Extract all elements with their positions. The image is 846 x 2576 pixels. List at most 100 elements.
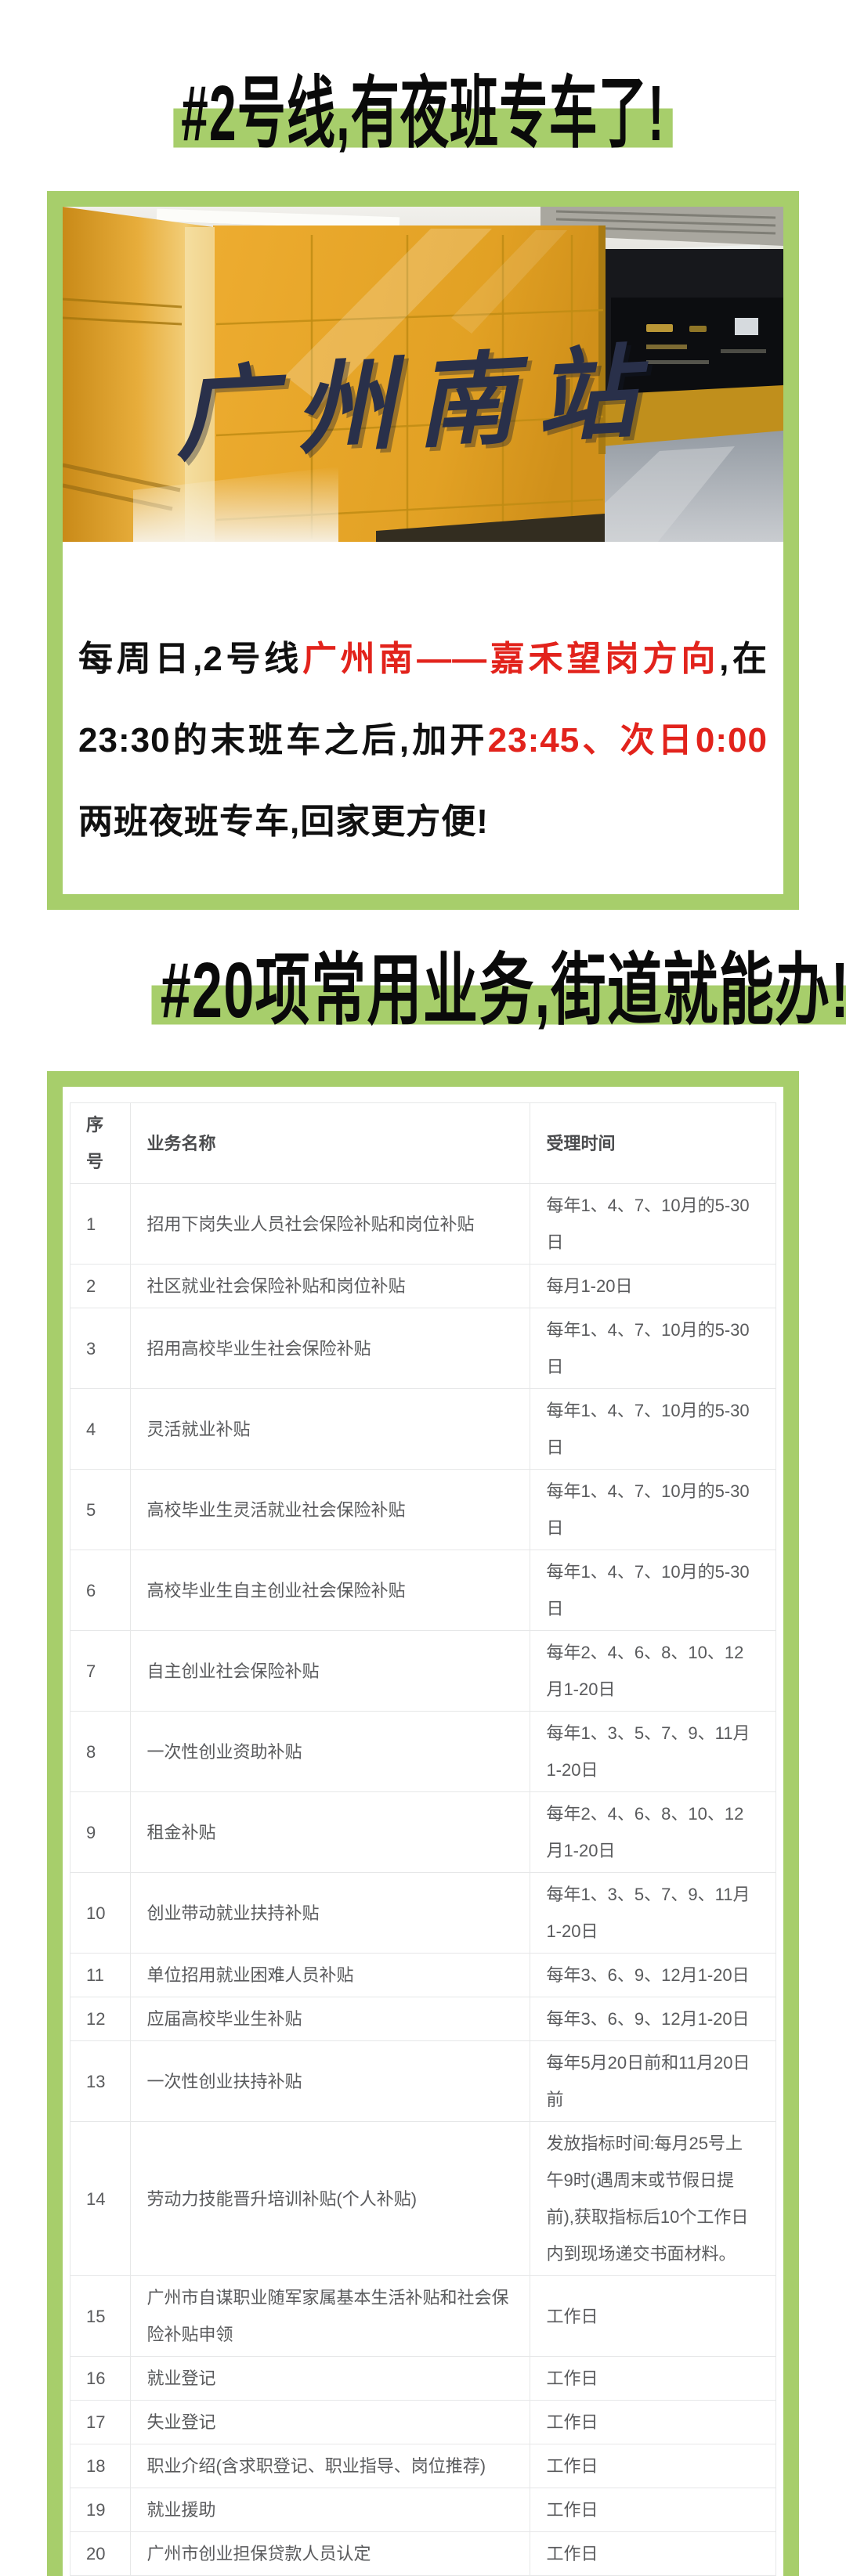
cell-service-name: 就业援助 bbox=[130, 2488, 531, 2532]
table-row: 13 一次性创业扶持补贴 每年5月20日前和11月20日前 bbox=[69, 2040, 776, 2122]
cell-index: 12 bbox=[69, 1997, 132, 2041]
table-row: 8 一次性创业资助补贴 每年1、3、5、7、9、11月1-20日 bbox=[69, 1711, 776, 1792]
station-sign: 广州南站 广州南站 bbox=[172, 337, 663, 477]
table-row: 15 广州市自谋职业随军家属基本生活补贴和社会保险补贴申领 工作日 bbox=[69, 2275, 776, 2357]
notice-text-segment: 每周日,2号线 bbox=[78, 640, 302, 678]
cell-accept-time: 每年5月20日前和11月20日前 bbox=[530, 2040, 776, 2122]
cell-accept-time: 每年1、4、7、10月的5-30日 bbox=[530, 1550, 776, 1631]
cell-index: 6 bbox=[69, 1550, 132, 1631]
wall-reflection bbox=[133, 467, 338, 542]
table-row: 19 就业援助 工作日 bbox=[69, 2488, 776, 2532]
svg-text:广州南站: 广州南站 bbox=[176, 341, 664, 477]
notice-paragraph: 每周日,2号线广州南——嘉禾望岗方向,在23:30的末班车之后,加开23:45、… bbox=[63, 542, 783, 894]
cell-accept-time: 每年2、4、6、8、10、12月1-20日 bbox=[530, 1791, 776, 1873]
cell-service-name: 广州市自谋职业随军家属基本生活补贴和社会保险补贴申领 bbox=[130, 2275, 531, 2357]
cell-index: 8 bbox=[69, 1711, 132, 1792]
table-row: 6 高校毕业生自主创业社会保险补贴 每年1、4、7、10月的5-30日 bbox=[69, 1550, 776, 1631]
ceiling-light bbox=[156, 208, 400, 230]
table-row: 4 灵活就业补贴 每年1、4、7、10月的5-30日 bbox=[69, 1388, 776, 1470]
cell-accept-time: 发放指标时间:每月25号上午9时(遇周末或节假日提前),获取指标后10个工作日内… bbox=[530, 2121, 776, 2276]
cell-service-name: 灵活就业补贴 bbox=[130, 1388, 531, 1470]
cell-index: 19 bbox=[69, 2488, 132, 2532]
cell-service-name: 单位招用就业困难人员补贴 bbox=[130, 1953, 531, 1997]
cell-index: 14 bbox=[69, 2121, 132, 2276]
metro-banner: #2号线,有夜班专车了! bbox=[0, 72, 846, 155]
table-row: 10 创业带动就业扶持补贴 每年1、3、5、7、9、11月1-20日 bbox=[69, 1872, 776, 1954]
metro-notice-frame: 广州南站 广州南站 每周日,2号线广州南——嘉禾望岗方向,在23:30的末班车之… bbox=[47, 191, 799, 910]
table-row: 7 自主创业社会保险补贴 每年2、4、6、8、10、12月1-20日 bbox=[69, 1630, 776, 1712]
table-row: 3 招用高校毕业生社会保险补贴 每年1、4、7、10月的5-30日 bbox=[69, 1308, 776, 1389]
cell-service-name: 劳动力技能晋升培训补贴(个人补贴) bbox=[130, 2121, 531, 2276]
table-row: 2 社区就业社会保险补贴和岗位补贴 每月1-20日 bbox=[69, 1264, 776, 1308]
cell-index: 15 bbox=[69, 2275, 132, 2357]
cell-service-name: 广州市创业担保贷款人员认定 bbox=[130, 2531, 531, 2576]
table-row: 16 就业登记 工作日 bbox=[69, 2356, 776, 2401]
notice-text-segment: 23:45、次日0:00 bbox=[487, 721, 768, 759]
station-photo[interactable]: 广州南站 广州南站 bbox=[63, 207, 783, 542]
cell-index: 4 bbox=[69, 1388, 132, 1470]
services-table: 序号 业务名称 受理时间 1 招用下岗失业人员社会保险补贴和岗位补贴 每年1、4… bbox=[69, 1102, 776, 2576]
services-banner: #20项常用业务,街道就能办! bbox=[0, 949, 846, 1032]
header-index: 序号 bbox=[69, 1102, 132, 1184]
station-sign-text: 广州南站 bbox=[172, 337, 660, 473]
cell-index: 20 bbox=[69, 2531, 132, 2576]
cell-accept-time: 每年1、3、5、7、9、11月1-20日 bbox=[530, 1711, 776, 1792]
wall-highlight bbox=[285, 229, 492, 404]
cell-accept-time: 工作日 bbox=[530, 2275, 776, 2357]
table-row: 18 职业介绍(含求职登记、职业指导、岗位推荐) 工作日 bbox=[69, 2444, 776, 2488]
cell-index: 9 bbox=[69, 1791, 132, 1873]
cell-accept-time: 每年2、4、6、8、10、12月1-20日 bbox=[530, 1630, 776, 1712]
metro-banner-text: #2号线,有夜班专车了! bbox=[173, 72, 673, 155]
cell-service-name: 自主创业社会保险补贴 bbox=[130, 1630, 531, 1712]
cell-service-name: 就业登记 bbox=[130, 2356, 531, 2401]
cell-service-name: 一次性创业资助补贴 bbox=[130, 1711, 531, 1792]
cell-accept-time: 每月1-20日 bbox=[530, 1264, 776, 1308]
cell-accept-time: 每年1、4、7、10月的5-30日 bbox=[530, 1469, 776, 1550]
services-table-frame: 序号 业务名称 受理时间 1 招用下岗失业人员社会保险补贴和岗位补贴 每年1、4… bbox=[47, 1071, 799, 2576]
cell-service-name: 招用高校毕业生社会保险补贴 bbox=[130, 1308, 531, 1389]
cell-accept-time: 每年1、4、7、10月的5-30日 bbox=[530, 1183, 776, 1265]
cell-index: 3 bbox=[69, 1308, 132, 1389]
table-row: 11 单位招用就业困难人员补贴 每年3、6、9、12月1-20日 bbox=[69, 1953, 776, 1997]
cell-accept-time: 工作日 bbox=[530, 2531, 776, 2576]
cell-index: 5 bbox=[69, 1469, 132, 1550]
cell-service-name: 失业登记 bbox=[130, 2400, 531, 2444]
cell-index: 11 bbox=[69, 1953, 132, 1997]
services-banner-text: #20项常用业务,街道就能办! bbox=[151, 949, 846, 1032]
cell-index: 16 bbox=[69, 2356, 132, 2401]
cell-index: 13 bbox=[69, 2040, 132, 2122]
table-header-row: 序号 业务名称 受理时间 bbox=[69, 1102, 776, 1184]
table-row: 17 失业登记 工作日 bbox=[69, 2400, 776, 2444]
cell-service-name: 创业带动就业扶持补贴 bbox=[130, 1872, 531, 1954]
cell-accept-time: 每年1、4、7、10月的5-30日 bbox=[530, 1308, 776, 1389]
table-row: 12 应届高校毕业生补贴 每年3、6、9、12月1-20日 bbox=[69, 1997, 776, 2041]
cell-service-name: 职业介绍(含求职登记、职业指导、岗位推荐) bbox=[130, 2444, 531, 2488]
header-accept-time: 受理时间 bbox=[530, 1102, 776, 1184]
cell-service-name: 高校毕业生灵活就业社会保险补贴 bbox=[130, 1469, 531, 1550]
cell-service-name: 社区就业社会保险补贴和岗位补贴 bbox=[130, 1264, 531, 1308]
cell-accept-time: 每年3、6、9、12月1-20日 bbox=[530, 1997, 776, 2041]
cell-index: 10 bbox=[69, 1872, 132, 1954]
cell-accept-time: 每年3、6、9、12月1-20日 bbox=[530, 1953, 776, 1997]
article-page: { "colors": { "accent_green": "#a7ce6b",… bbox=[0, 72, 846, 2576]
cell-service-name: 高校毕业生自主创业社会保险补贴 bbox=[130, 1550, 531, 1631]
table-row: 14 劳动力技能晋升培训补贴(个人补贴) 发放指标时间:每月25号上午9时(遇周… bbox=[69, 2121, 776, 2276]
station-left-column bbox=[63, 207, 213, 542]
header-service-name: 业务名称 bbox=[130, 1102, 531, 1184]
cell-index: 1 bbox=[69, 1183, 132, 1265]
notice-text-segment: 两班夜班专车,回家更方便! bbox=[78, 803, 489, 841]
notice-text-segment: 广州南——嘉禾望岗方向 bbox=[302, 640, 720, 678]
cell-accept-time: 每年1、4、7、10月的5-30日 bbox=[530, 1388, 776, 1470]
cell-service-name: 一次性创业扶持补贴 bbox=[130, 2040, 531, 2122]
cell-accept-time: 工作日 bbox=[530, 2400, 776, 2444]
cell-service-name: 租金补贴 bbox=[130, 1791, 531, 1873]
table-row: 5 高校毕业生灵活就业社会保险补贴 每年1、4、7、10月的5-30日 bbox=[69, 1469, 776, 1550]
corridor-sign bbox=[611, 298, 783, 398]
cell-index: 2 bbox=[69, 1264, 132, 1308]
cell-index: 17 bbox=[69, 2400, 132, 2444]
cell-service-name: 应届高校毕业生补贴 bbox=[130, 1997, 531, 2041]
cell-accept-time: 工作日 bbox=[530, 2356, 776, 2401]
table-row: 9 租金补贴 每年2、4、6、8、10、12月1-20日 bbox=[69, 1791, 776, 1873]
notice-text-segment: ,在23:30的末班车之后,加开 bbox=[78, 640, 768, 759]
cell-index: 18 bbox=[69, 2444, 132, 2488]
